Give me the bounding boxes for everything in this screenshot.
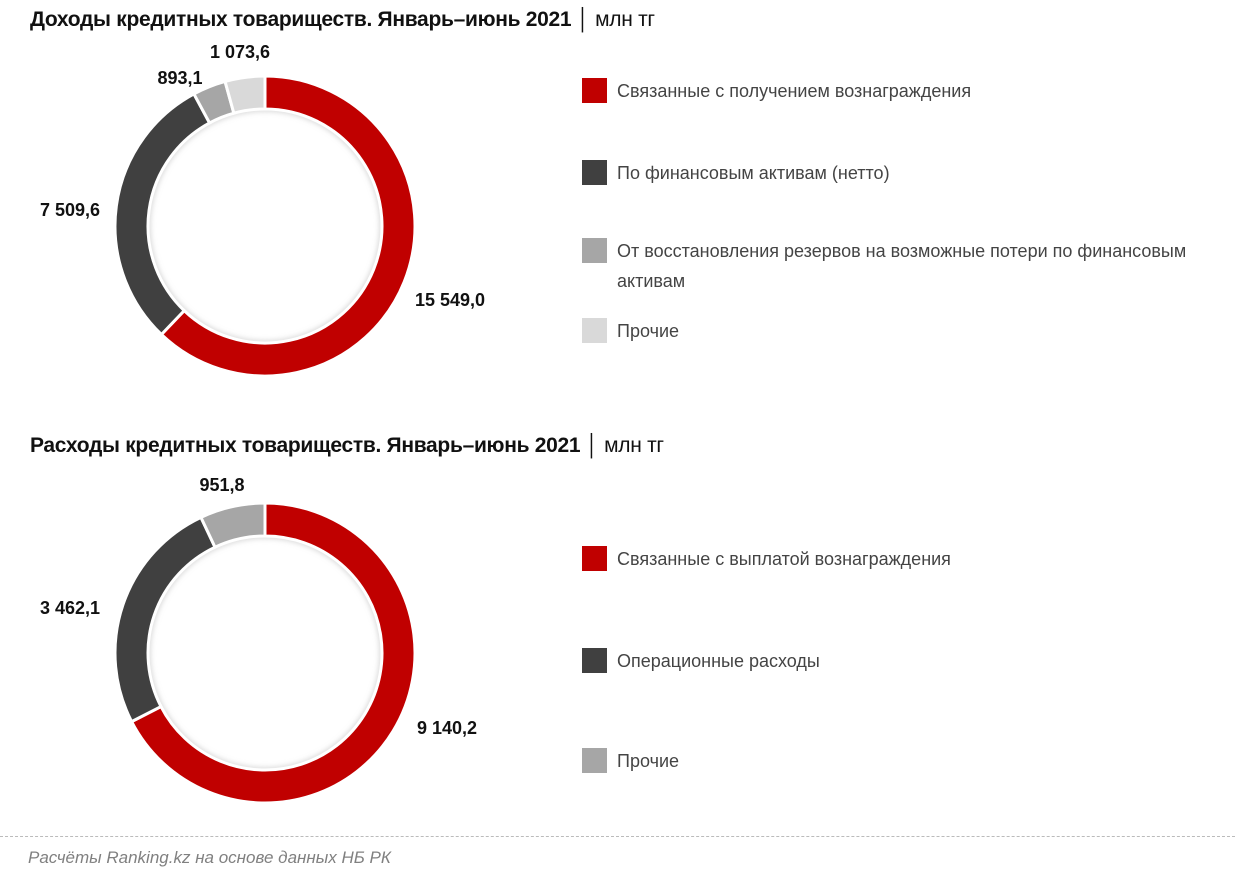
data-label: 1 073,6: [210, 42, 270, 62]
expenses-donut: 9 140,2 3 462,1 951,8: [40, 475, 477, 805]
chart-title-expenses: Расходы кредитных товариществ. Январь–ию…: [30, 434, 664, 457]
data-label: 15 549,0: [415, 290, 485, 310]
legend-label: От восстановления резервов на возможные …: [617, 241, 1187, 291]
source-note: Расчёты Ranking.kz на основе данных НБ Р…: [28, 848, 391, 867]
legend-label: Операционные расходы: [617, 651, 820, 671]
data-label: 9 140,2: [417, 718, 477, 738]
legend-label: По финансовым активам (нетто): [617, 163, 890, 183]
chart-title-income: Доходы кредитных товариществ. Январь–июн…: [30, 8, 655, 31]
legend-item: Связанные с выплатой вознаграждения: [582, 544, 1202, 574]
donut-slice: [159, 74, 417, 378]
income-donut: 15 549,0 7 509,6 893,1 1 073,6: [40, 42, 485, 378]
title-text: Доходы кредитных товариществ. Январь–июн…: [30, 8, 572, 31]
donut-slice: [113, 515, 218, 724]
title-text: Расходы кредитных товариществ. Январь–ию…: [30, 434, 581, 457]
legend-swatch: [582, 318, 607, 343]
legend-label: Прочие: [617, 321, 680, 341]
unit-text: млн тг: [595, 8, 655, 31]
data-label: 951,8: [199, 475, 244, 495]
legend-swatch: [582, 748, 607, 773]
legend-swatch: [582, 78, 607, 103]
legend-item: От восстановления резервов на возможные …: [582, 236, 1202, 296]
legend-item: Операционные расходы: [582, 646, 1202, 676]
data-label: 893,1: [157, 68, 202, 88]
donut-slice: [113, 91, 212, 337]
legend-swatch: [582, 238, 607, 263]
legend-swatch: [582, 648, 607, 673]
legend-item: Связанные с получением вознаграждения: [582, 76, 1202, 106]
legend-item: По финансовым активам (нетто): [582, 158, 1202, 188]
donut-slice: [198, 501, 267, 550]
divider: [0, 836, 1235, 837]
legend-item: Прочие: [582, 316, 1202, 346]
legend-item: Прочие: [582, 746, 1202, 776]
legend-swatch: [582, 160, 607, 185]
unit-text: млн тг: [604, 434, 664, 457]
donut-slice: [223, 74, 267, 116]
legend-label: Связанные с получением вознаграждения: [617, 81, 972, 101]
legend-swatch: [582, 546, 607, 571]
donut-slice: [129, 501, 417, 805]
data-label: 3 462,1: [40, 598, 100, 618]
legend-label: Прочие: [617, 751, 680, 771]
data-label: 7 509,6: [40, 200, 100, 220]
legend-label: Связанные с выплатой вознаграждения: [617, 549, 951, 569]
